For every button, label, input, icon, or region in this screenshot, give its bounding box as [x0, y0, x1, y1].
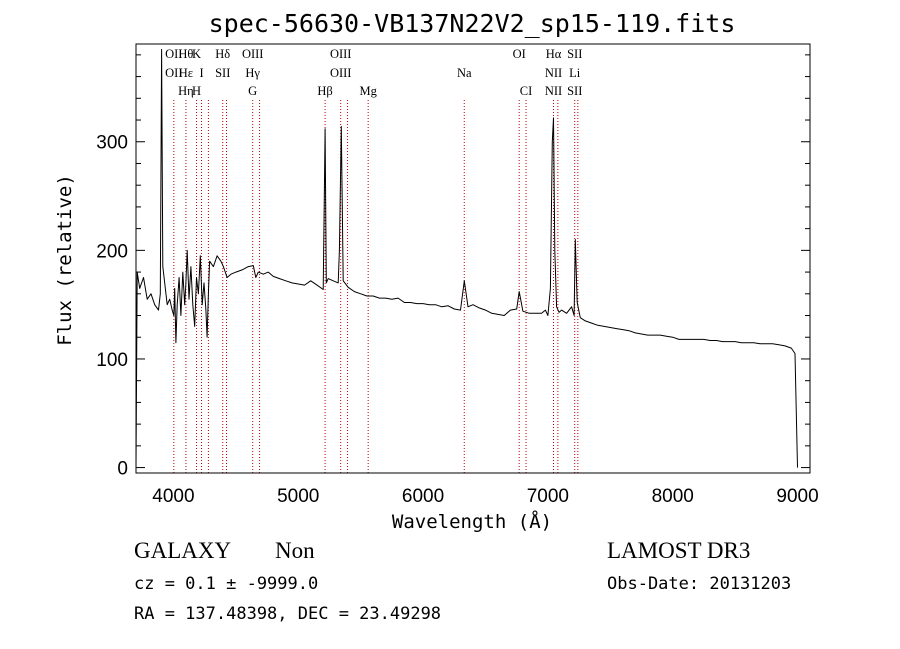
x-tick-label: 7000 — [527, 486, 569, 507]
line-marker-label: OII — [165, 66, 182, 80]
spectrum-line — [135, 48, 798, 468]
x-tick-label: 8000 — [652, 486, 694, 507]
line-marker-label: NII — [545, 84, 562, 98]
x-tick-label: 5000 — [277, 486, 319, 507]
object-class: GALAXY — [134, 538, 231, 563]
y-axis-label: Flux (relative) — [54, 174, 76, 346]
line-marker-label: Mg — [359, 84, 377, 98]
line-marker-label: SII — [215, 66, 230, 80]
y-tick-label: 300 — [96, 133, 128, 154]
line-marker-label: G — [248, 84, 257, 98]
redshift-text: cz = 0.1 ± -9999.0 — [134, 574, 318, 594]
line-marker-label: Hε — [179, 66, 193, 80]
line-marker-label: OIII — [330, 47, 352, 61]
x-axis-label: Wavelength (Å) — [392, 510, 552, 533]
x-tick-label: 4000 — [152, 486, 194, 507]
line-marker-label: OII — [165, 47, 182, 61]
y-tick-label: 100 — [96, 350, 128, 371]
chart-title: spec-56630-VB137N22V2_sp15-119.fits — [209, 9, 736, 38]
survey-name: LAMOST DR3 — [607, 538, 750, 563]
line-marker-label: K — [192, 47, 201, 61]
obs-date: Obs-Date: 20131203 — [607, 574, 791, 594]
line-marker-label: Na — [457, 66, 472, 80]
line-marker-label: Hη — [178, 84, 194, 98]
line-marker-label: SII — [567, 47, 582, 61]
line-marker-label: Hα — [546, 47, 562, 61]
emission-line-markers — [173, 100, 579, 473]
line-marker-label: OIII — [330, 66, 352, 80]
line-marker-label: Hγ — [245, 66, 260, 80]
plot-frame — [135, 43, 811, 474]
line-marker-label: Hδ — [215, 47, 230, 61]
x-tick-label: 6000 — [402, 486, 444, 507]
line-marker-label: NII — [545, 66, 562, 80]
line-marker-label: I — [199, 66, 203, 80]
y-tick-label: 200 — [96, 241, 128, 262]
y-axis-ticks: 0 100 200 300 — [96, 54, 810, 480]
x-tick-label: 9000 — [776, 486, 818, 507]
y-tick-label: 0 — [117, 459, 128, 480]
line-marker-label: Hθ — [178, 47, 193, 61]
line-marker-label: CI — [520, 84, 533, 98]
line-marker-label: OIII — [242, 47, 264, 61]
line-marker-label: Hβ — [317, 84, 332, 98]
x-axis-ticks: 4000 5000 6000 7000 8000 9000 — [152, 486, 818, 507]
line-marker-label: SII — [567, 84, 582, 98]
line-marker-label: OI — [513, 47, 526, 61]
object-subclass: Non — [275, 538, 315, 563]
coordinates-text: RA = 137.48398, DEC = 23.49298 — [134, 604, 441, 624]
line-marker-label: H — [192, 84, 201, 98]
line-marker-label: Li — [569, 66, 581, 80]
